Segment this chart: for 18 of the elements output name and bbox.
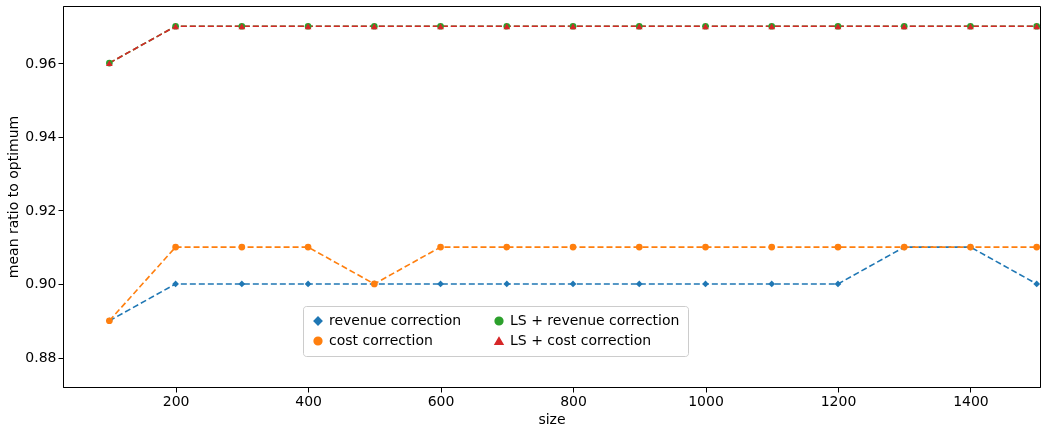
x-axis-title: size <box>538 410 566 427</box>
x-tick-label: 800 <box>560 392 587 409</box>
x-tick-label: 400 <box>295 392 322 409</box>
legend-label: cost correction <box>329 332 433 348</box>
y-tick-label: 0.88 <box>25 349 57 366</box>
x-tick-label: 600 <box>427 392 455 409</box>
x-tick-label: 1000 <box>688 392 724 409</box>
y-tick-label: 0.96 <box>25 54 57 71</box>
y-tick-label: 0.90 <box>25 275 57 292</box>
y-axis-title: mean ratio to optimum <box>5 115 22 279</box>
y-tick-label: 0.92 <box>25 201 57 218</box>
y-tick-label: 0.94 <box>25 128 57 145</box>
legend-label: LS + cost correction <box>510 332 652 348</box>
x-tick-label: 200 <box>162 392 190 409</box>
x-tick-label: 1200 <box>820 392 857 409</box>
legend-label: revenue correction <box>329 312 462 328</box>
legend-label: LS + revenue correction <box>510 312 680 328</box>
x-tick-label: 1400 <box>953 392 989 409</box>
